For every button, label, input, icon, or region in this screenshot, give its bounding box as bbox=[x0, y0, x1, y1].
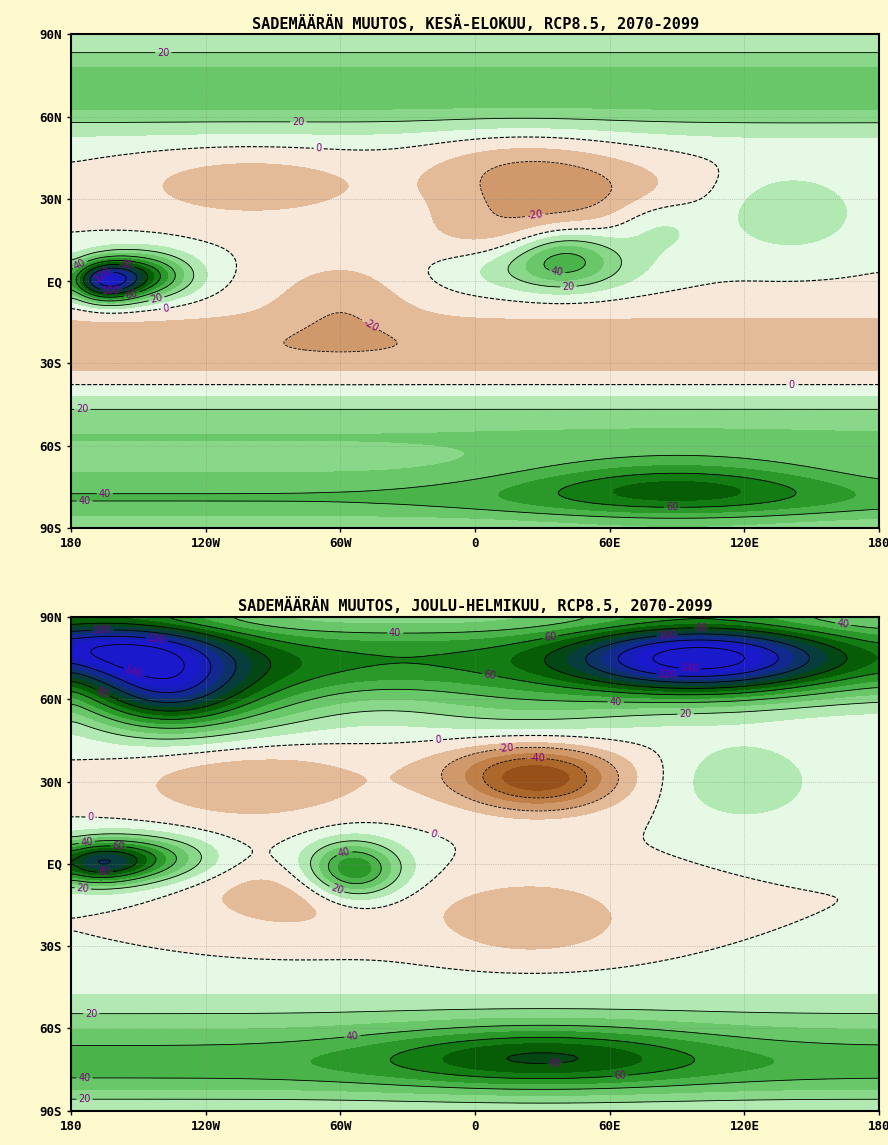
Text: 20: 20 bbox=[157, 48, 170, 57]
Text: 60: 60 bbox=[614, 1071, 627, 1081]
Text: 40: 40 bbox=[337, 846, 352, 859]
Text: 80: 80 bbox=[121, 260, 134, 271]
Text: 100: 100 bbox=[93, 625, 112, 635]
Text: 20: 20 bbox=[679, 709, 692, 719]
Text: 40: 40 bbox=[389, 627, 401, 638]
Title: SADEMÄÄRÄN MUUTOS, JOULU-HELMIKUU, RCP8.5, 2070-2099: SADEMÄÄRÄN MUUTOS, JOULU-HELMIKUU, RCP8.… bbox=[238, 598, 712, 615]
Text: 60: 60 bbox=[666, 503, 678, 512]
Text: 40: 40 bbox=[78, 1073, 91, 1083]
Text: 60: 60 bbox=[483, 669, 496, 681]
Text: 140: 140 bbox=[123, 664, 145, 680]
Text: 0: 0 bbox=[789, 380, 795, 389]
Text: 40: 40 bbox=[78, 496, 91, 506]
Text: 0: 0 bbox=[429, 829, 438, 840]
Text: 20: 20 bbox=[562, 282, 575, 292]
Text: 80: 80 bbox=[99, 867, 111, 877]
Text: 40: 40 bbox=[551, 267, 564, 278]
Text: 80: 80 bbox=[95, 686, 110, 700]
Text: 40: 40 bbox=[72, 258, 88, 273]
Text: 40: 40 bbox=[80, 837, 93, 848]
Text: 0: 0 bbox=[434, 735, 441, 745]
Text: -40: -40 bbox=[529, 753, 545, 764]
Text: 120: 120 bbox=[92, 266, 113, 284]
Text: 40: 40 bbox=[609, 697, 622, 708]
Text: 0: 0 bbox=[87, 812, 93, 822]
Text: 60: 60 bbox=[112, 840, 124, 852]
Text: -20: -20 bbox=[527, 210, 543, 221]
Text: 20: 20 bbox=[85, 1009, 98, 1019]
Text: 40: 40 bbox=[345, 1030, 359, 1042]
Text: 120: 120 bbox=[658, 670, 678, 681]
Text: 100: 100 bbox=[102, 285, 121, 295]
Text: -20: -20 bbox=[497, 743, 514, 755]
Text: 20: 20 bbox=[78, 1095, 91, 1104]
Text: 120: 120 bbox=[147, 633, 166, 646]
Title: SADEMÄÄRÄN MUUTOS, KESÄ-ELOKUU, RCP8.5, 2070-2099: SADEMÄÄRÄN MUUTOS, KESÄ-ELOKUU, RCP8.5, … bbox=[251, 15, 699, 32]
Text: 0: 0 bbox=[162, 303, 170, 314]
Text: 100: 100 bbox=[658, 630, 677, 641]
Text: 20: 20 bbox=[149, 293, 163, 306]
Text: 20: 20 bbox=[76, 404, 89, 414]
Text: 20: 20 bbox=[292, 117, 305, 127]
Text: 20: 20 bbox=[329, 883, 345, 897]
Text: 20: 20 bbox=[76, 883, 90, 894]
Text: 40: 40 bbox=[836, 618, 850, 630]
Text: 140: 140 bbox=[680, 663, 700, 674]
Text: -20: -20 bbox=[361, 317, 380, 333]
Text: 60: 60 bbox=[543, 631, 558, 643]
Text: 0: 0 bbox=[315, 143, 322, 153]
Text: 80: 80 bbox=[549, 1058, 561, 1068]
Text: 80: 80 bbox=[695, 623, 708, 633]
Text: 40: 40 bbox=[99, 489, 111, 499]
Text: 60: 60 bbox=[124, 287, 139, 301]
